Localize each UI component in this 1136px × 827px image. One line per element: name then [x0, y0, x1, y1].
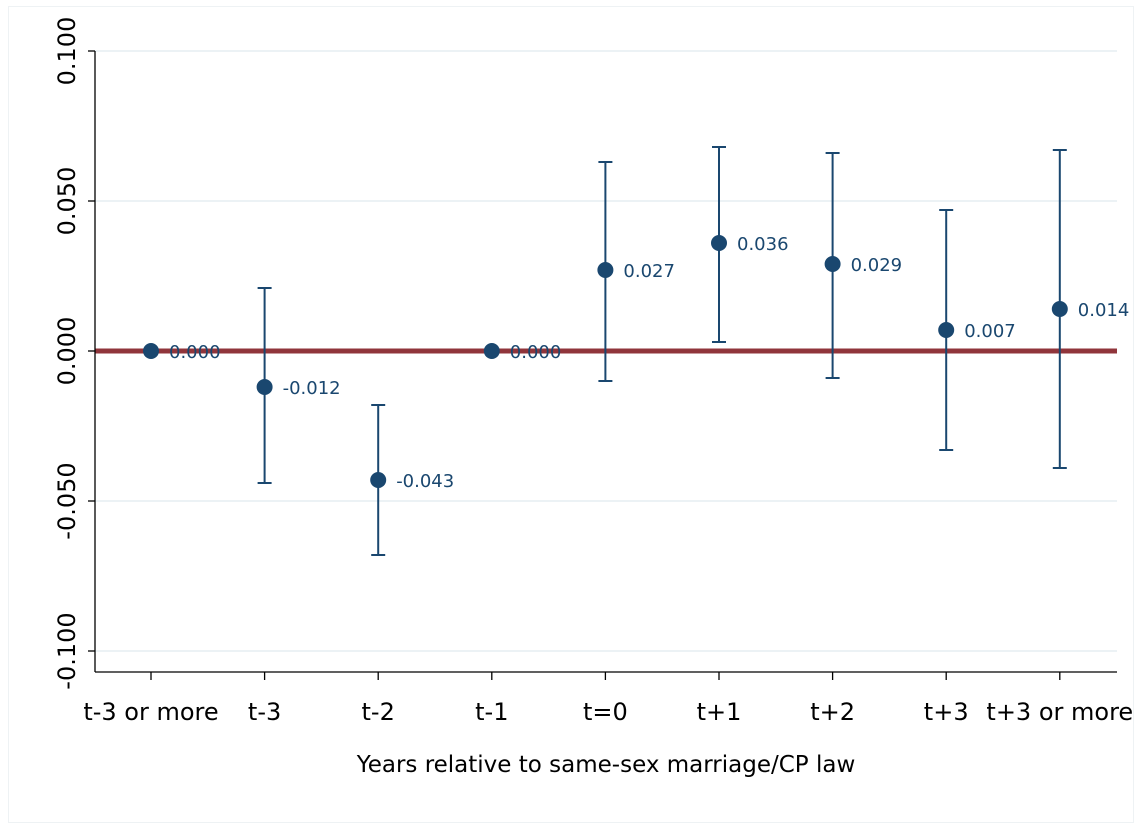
y-tick-label: -0.050 — [53, 462, 81, 539]
y-tick-label: 0.000 — [53, 317, 81, 386]
x-tick-label: t-2 — [362, 698, 395, 726]
data-point — [1051, 301, 1068, 317]
data-label: 0.027 — [623, 261, 675, 282]
y-tick-label: 0.050 — [53, 167, 81, 236]
x-axis-title: Years relative to same-sex marriage/CP l… — [356, 752, 856, 778]
x-tick-label: t+2 — [810, 698, 855, 726]
x-tick-label: t-3 or more — [83, 698, 218, 726]
data-point — [597, 262, 614, 278]
data-point — [256, 379, 273, 395]
data-label: 0.000 — [169, 342, 221, 363]
data-marks: 0.000 -0.012 -0.043 0.000 0.027 0.036 0.029 0.0… — [143, 146, 1130, 556]
data-label: 0.007 — [964, 321, 1016, 342]
x-tick-label: t+3 — [924, 698, 969, 726]
data-point — [824, 256, 841, 272]
data-label: 0.036 — [737, 234, 789, 255]
y-tick-label: -0.100 — [53, 612, 81, 689]
data-label: 0.014 — [1078, 300, 1130, 321]
data-point — [483, 343, 500, 359]
axes: -0.100 -0.050 0.000 0.050 0.100 t-3 or more t-… — [53, 17, 1133, 726]
data-label: 0.029 — [851, 255, 903, 276]
data-point — [938, 322, 955, 338]
data-label: -0.043 — [396, 471, 454, 492]
y-tick-label: 0.100 — [53, 17, 81, 86]
data-label: -0.012 — [283, 378, 341, 399]
x-tick-label: t=0 — [583, 698, 628, 726]
x-tick-label: t+3 or more — [986, 698, 1133, 726]
data-point — [143, 343, 159, 359]
x-tick-label: t-3 — [248, 698, 281, 726]
x-tick-label: t+1 — [697, 698, 742, 726]
data-point — [711, 235, 727, 251]
x-tick-label: t-1 — [475, 698, 508, 726]
data-label: 0.000 — [510, 342, 562, 363]
data-point — [370, 472, 387, 488]
